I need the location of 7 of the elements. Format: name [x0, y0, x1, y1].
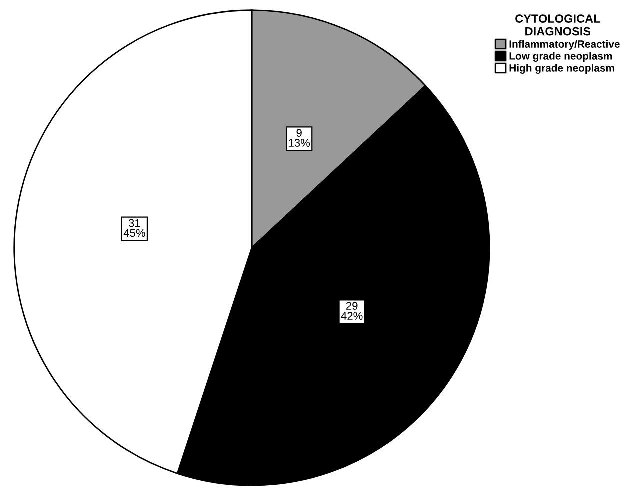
legend-label: High grade neoplasm	[510, 64, 614, 74]
legend-title: CYTOLOGICAL DIAGNOSIS	[516, 14, 600, 36]
data-label: 29 42%	[341, 302, 363, 320]
data-label: 9 13%	[289, 129, 310, 147]
legend-label: Inflammatory/Reactive	[510, 40, 620, 50]
data-label: 31 45%	[124, 219, 146, 238]
legend-label: Low grade neoplasm	[510, 52, 612, 62]
